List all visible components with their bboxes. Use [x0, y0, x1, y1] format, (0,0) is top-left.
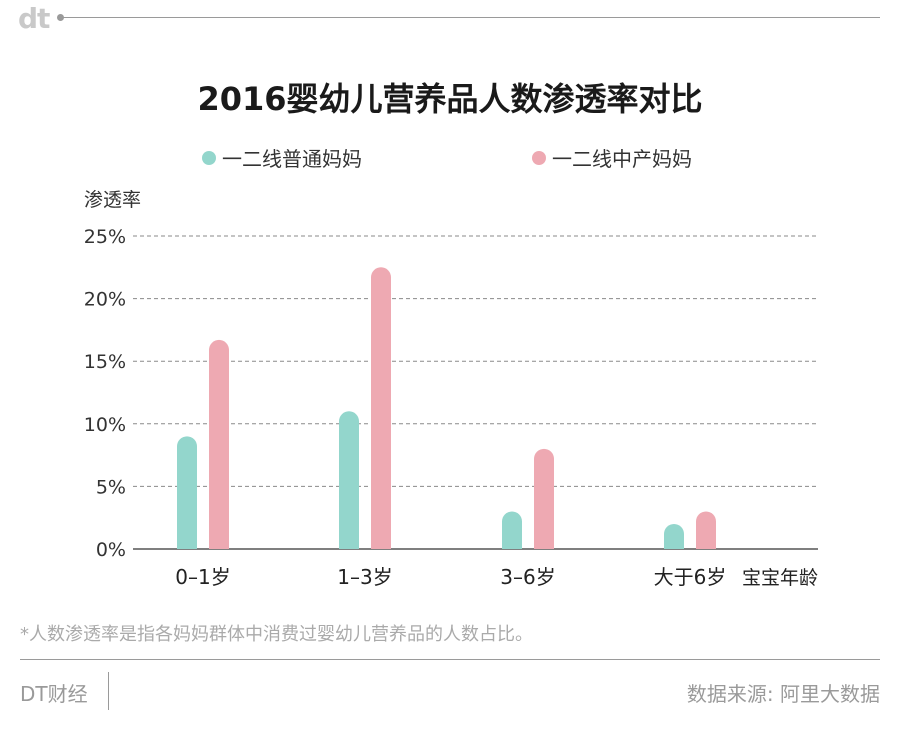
- y-tick-label: 25%: [84, 226, 126, 248]
- x-tick-label: 1–3岁: [337, 565, 392, 589]
- legend-label-middle-class-moms: 一二线中产妈妈: [552, 147, 692, 171]
- chart-title: 2016婴幼儿营养品人数渗透率对比: [197, 80, 703, 118]
- legend-item-middle-class-moms: 一二线中产妈妈: [532, 143, 692, 172]
- bar: [209, 339, 229, 549]
- y-tick-label: 0%: [96, 539, 126, 561]
- y-tick-label: 10%: [84, 414, 126, 436]
- y-tick-label: 5%: [96, 476, 126, 498]
- header-rule: [62, 17, 880, 18]
- bar-base: [177, 539, 197, 549]
- x-axis-label: 宝宝年龄: [742, 567, 818, 589]
- dt-logo: dt: [18, 2, 50, 35]
- bar-base: [339, 539, 359, 549]
- footer-rule: [20, 659, 880, 660]
- footer-brand: DT财经: [20, 682, 88, 706]
- bar: [339, 411, 359, 549]
- bar-base: [696, 539, 716, 549]
- bar-base: [502, 539, 522, 549]
- bar-chart: 0% 5% 10% 15% 20% 25% 0–1岁 1–3岁 3–6岁 大于6岁 宝宝年龄: [84, 226, 818, 589]
- y-tick-label: 20%: [84, 289, 126, 311]
- bar-base: [371, 539, 391, 549]
- y-tick-label: 15%: [84, 351, 126, 373]
- bar-base: [664, 539, 684, 549]
- bar: [177, 436, 197, 549]
- header-rule-dot: [57, 14, 64, 21]
- legend-label-ordinary-moms: 一二线普通妈妈: [222, 147, 362, 171]
- bar-base: [534, 539, 554, 549]
- x-tick-label: 大于6岁: [654, 565, 727, 589]
- bar: [371, 267, 391, 549]
- footnote: *人数渗透率是指各妈妈群体中消费过婴幼儿营养品的人数占比。: [20, 624, 533, 645]
- bar-base: [209, 539, 229, 549]
- y-axis-label: 渗透率: [84, 189, 142, 211]
- legend-item-ordinary-moms: 一二线普通妈妈: [202, 143, 362, 172]
- legend-swatch-ordinary-moms: [202, 150, 216, 165]
- bar: [534, 448, 554, 549]
- footer-separator: [108, 672, 109, 710]
- x-tick-label: 3–6岁: [500, 565, 555, 589]
- legend-swatch-middle-class-moms: [532, 150, 546, 165]
- footer-source: 数据来源: 阿里大数据: [686, 682, 880, 706]
- x-tick-label: 0–1岁: [175, 565, 230, 589]
